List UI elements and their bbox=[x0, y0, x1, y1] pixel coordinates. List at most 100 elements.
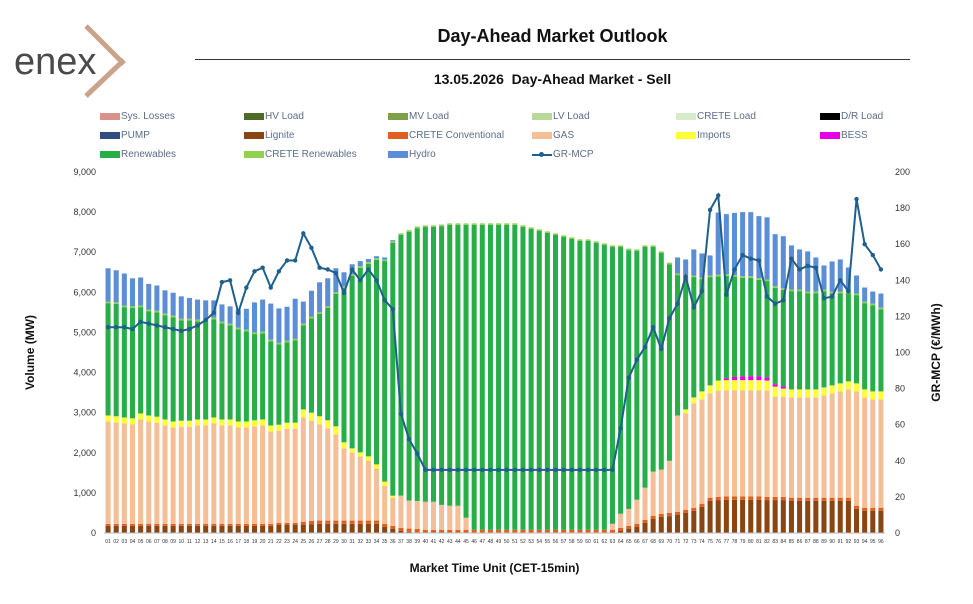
bar-gas bbox=[251, 426, 258, 524]
bar-lignite bbox=[691, 510, 697, 533]
bar-gas bbox=[357, 456, 363, 521]
x-tick-label: 93 bbox=[854, 539, 860, 545]
logo-x-stroke-2 bbox=[84, 58, 126, 98]
bar-crete-conventional bbox=[471, 529, 477, 533]
bar-crete-conventional bbox=[211, 523, 217, 526]
bar-lignite bbox=[308, 524, 314, 533]
x-tick-label: 05 bbox=[138, 539, 144, 545]
bar-crete-conventional bbox=[430, 529, 436, 533]
bar-renewables bbox=[748, 277, 754, 377]
bar-gas bbox=[658, 469, 664, 514]
gr-mcp-point bbox=[447, 467, 452, 473]
bar-lignite bbox=[634, 526, 640, 533]
bar-renewables bbox=[447, 224, 453, 506]
x-tick-label: 07 bbox=[154, 539, 160, 545]
bar-lignite bbox=[146, 525, 152, 533]
bar-hydro bbox=[365, 259, 371, 263]
bar-lignite bbox=[357, 523, 363, 533]
bar-renewables bbox=[536, 230, 542, 530]
bar-crete-conventional bbox=[276, 522, 282, 525]
bar-gas bbox=[170, 427, 176, 524]
bar-imports bbox=[870, 391, 876, 400]
gr-mcp-point bbox=[740, 252, 745, 258]
bar-crete-conventional bbox=[341, 520, 347, 524]
x-tick-label: 37 bbox=[398, 539, 404, 545]
bar-gas bbox=[829, 393, 835, 498]
bar-lignite bbox=[121, 525, 127, 533]
bar-renewables bbox=[308, 318, 314, 413]
bar-renewables bbox=[422, 226, 428, 502]
bar-lignite bbox=[666, 516, 672, 533]
gr-mcp-point bbox=[219, 279, 225, 285]
gr-mcp-point bbox=[244, 285, 249, 290]
bar-renewables bbox=[129, 307, 135, 419]
bar-crete-conventional bbox=[390, 525, 396, 529]
bar-crete-conventional bbox=[439, 529, 445, 533]
bar-crete-renewables bbox=[870, 303, 876, 306]
x-tick-label: 83 bbox=[772, 539, 778, 545]
gr-mcp-point bbox=[496, 467, 501, 473]
bar-lignite bbox=[699, 506, 705, 533]
bar-lignite bbox=[219, 525, 225, 533]
bar-gas bbox=[748, 390, 754, 497]
bar-renewables bbox=[658, 253, 664, 470]
legend-swatch bbox=[532, 112, 552, 120]
bar-crete-conventional bbox=[658, 513, 664, 517]
gr-mcp-point bbox=[537, 467, 542, 473]
bar-crete-renewables bbox=[772, 286, 778, 288]
bar-gas bbox=[626, 508, 632, 526]
gr-mcp-point bbox=[642, 344, 648, 350]
bar-crete-conventional bbox=[862, 507, 868, 511]
x-tick-label: 94 bbox=[862, 539, 868, 545]
gr-mcp-point bbox=[333, 270, 339, 276]
bar-crete-conventional bbox=[577, 529, 583, 533]
bar-hydro bbox=[300, 301, 306, 324]
bar-hydro bbox=[805, 251, 811, 292]
bar-crete-renewables bbox=[723, 274, 729, 276]
bar-gas bbox=[398, 495, 404, 528]
x-tick-label: 81 bbox=[756, 539, 762, 545]
bar-crete-conventional bbox=[178, 523, 184, 526]
gr-mcp-point bbox=[463, 467, 469, 473]
gr-mcp-point bbox=[358, 278, 363, 283]
bar-gas bbox=[455, 505, 461, 530]
bar-hydro bbox=[284, 306, 290, 341]
bar-gas bbox=[341, 448, 347, 521]
bar-gas bbox=[650, 471, 656, 516]
x-tick-label: 58 bbox=[569, 539, 575, 545]
gr-mcp-point bbox=[480, 467, 485, 473]
gr-mcp-point bbox=[366, 267, 371, 272]
bar-crete-renewables bbox=[154, 310, 160, 313]
bar-crete-renewables bbox=[422, 225, 428, 227]
bar-imports bbox=[251, 420, 258, 427]
bar-renewables bbox=[829, 293, 835, 386]
gr-mcp-point bbox=[561, 467, 566, 473]
bar-lignite bbox=[797, 500, 803, 533]
bar-renewables bbox=[170, 317, 176, 422]
x-tick-label: 82 bbox=[764, 539, 770, 545]
bar-bess bbox=[772, 384, 778, 387]
x-tick-label: 63 bbox=[610, 539, 616, 545]
gr-mcp-point bbox=[569, 467, 574, 473]
bar-lignite bbox=[805, 500, 811, 533]
bar-renewables bbox=[650, 247, 656, 472]
y-tick-label: 7,000 bbox=[73, 247, 96, 257]
bar-crete-conventional bbox=[121, 523, 127, 526]
bar-crete-renewables bbox=[105, 301, 111, 304]
bar-crete-renewables bbox=[479, 223, 485, 225]
bar-renewables bbox=[178, 320, 184, 421]
bar-gas bbox=[845, 389, 851, 498]
bar-imports bbox=[154, 416, 160, 423]
bar-gas bbox=[308, 420, 314, 521]
bar-gas bbox=[235, 427, 241, 524]
bar-gas bbox=[414, 500, 420, 529]
bar-crete-renewables bbox=[178, 318, 184, 321]
bar-crete-conventional bbox=[243, 523, 249, 526]
bar-crete-conventional bbox=[829, 497, 835, 501]
bar-lignite bbox=[227, 525, 233, 533]
bar-crete-conventional bbox=[870, 507, 876, 511]
x-tick-label: 29 bbox=[333, 539, 339, 545]
bar-imports bbox=[748, 380, 754, 391]
gr-mcp-point bbox=[772, 301, 778, 306]
bar-crete-conventional bbox=[487, 529, 493, 533]
